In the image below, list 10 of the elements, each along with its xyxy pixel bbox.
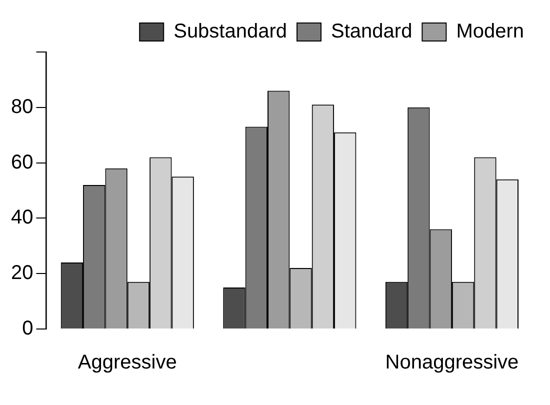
y-tick-label: 20	[10, 262, 34, 284]
legend-label: Substandard	[174, 20, 288, 43]
y-tick-label: 40	[10, 206, 34, 229]
legend-label: Modern	[456, 20, 524, 43]
x-tick-label: Nonaggressive	[385, 352, 519, 374]
x-tick-label: Aggressive	[78, 352, 177, 374]
legend-label: Standard	[331, 20, 412, 43]
y-tick-label: 60	[10, 151, 34, 174]
y-tick-label: 0	[22, 318, 34, 340]
y-tick-label: 80	[10, 96, 34, 118]
